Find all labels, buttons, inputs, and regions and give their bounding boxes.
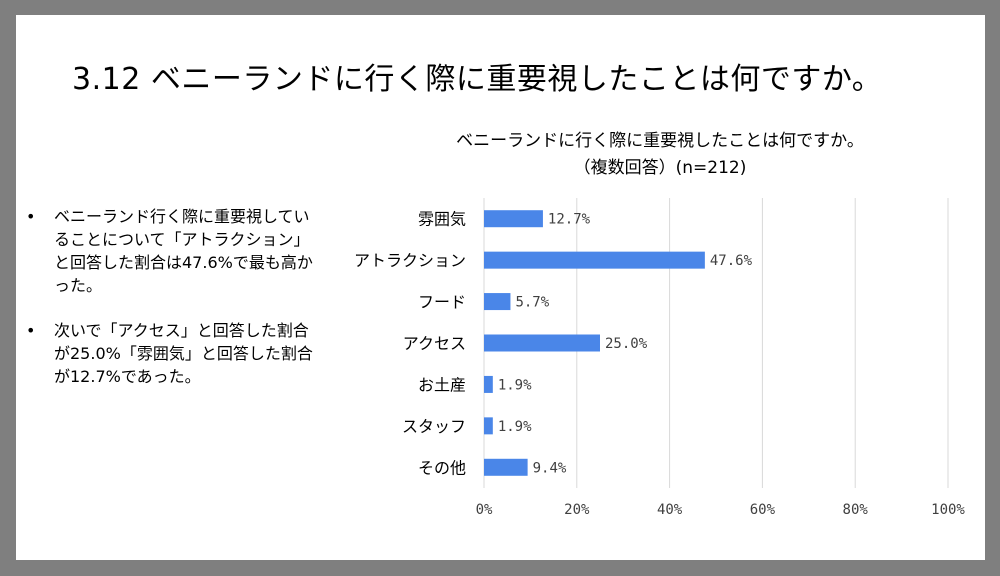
bar [484,417,493,435]
category-label: アトラクション [354,251,466,270]
x-tick-label: 20% [564,502,590,518]
data-label: 12.7% [548,212,591,228]
data-label: 9.4% [533,460,567,476]
category-label: お土産 [418,375,466,394]
bullet-text: ベニーランド行く際に重要視していることについて「アトラクション」と回答した割合は… [54,207,313,295]
category-label: フード [418,293,466,312]
bullet-marker: • [26,321,36,340]
data-label: 1.9% [498,419,532,435]
x-tick-label: 80% [843,502,869,518]
category-label: 雰囲気 [418,210,466,229]
x-tick-label: 100% [931,502,965,518]
data-label: 47.6% [710,253,753,269]
x-tick-label: 40% [657,502,683,518]
bar [484,210,543,228]
bar [484,334,600,352]
bar [484,458,528,476]
bar [484,251,705,269]
bar [484,375,493,393]
bullet-list: • ベニーランド行く際に重要視していることについて「アトラクション」と回答した割… [22,205,322,410]
slide-title: 3.12 ベニーランドに行く際に重要視したことは何ですか。 [72,62,883,97]
data-label: 5.7% [515,295,549,311]
category-label: スタッフ [402,417,466,436]
bar [484,293,511,311]
bullet-item: • ベニーランド行く際に重要視していることについて「アトラクション」と回答した割… [22,205,322,297]
x-tick-label: 0% [476,502,493,518]
data-label: 25.0% [605,336,648,352]
x-tick-label: 60% [750,502,776,518]
chart-subtitle: （複数回答）(n=212) [573,158,747,178]
data-label: 1.9% [498,377,532,393]
category-label: その他 [418,458,466,477]
bullet-text: 次いで「アクセス」と回答した割合が25.0%「雰囲気」と回答した割合が12.7%… [54,321,313,386]
bullet-marker: • [26,207,36,226]
category-label: アクセス [403,334,466,353]
chart-title: ベニーランドに行く際に重要視したことは何ですか。 [456,131,864,151]
bullet-item: • 次いで「アクセス」と回答した割合が25.0%「雰囲気」と回答した割合が12.… [22,319,322,388]
